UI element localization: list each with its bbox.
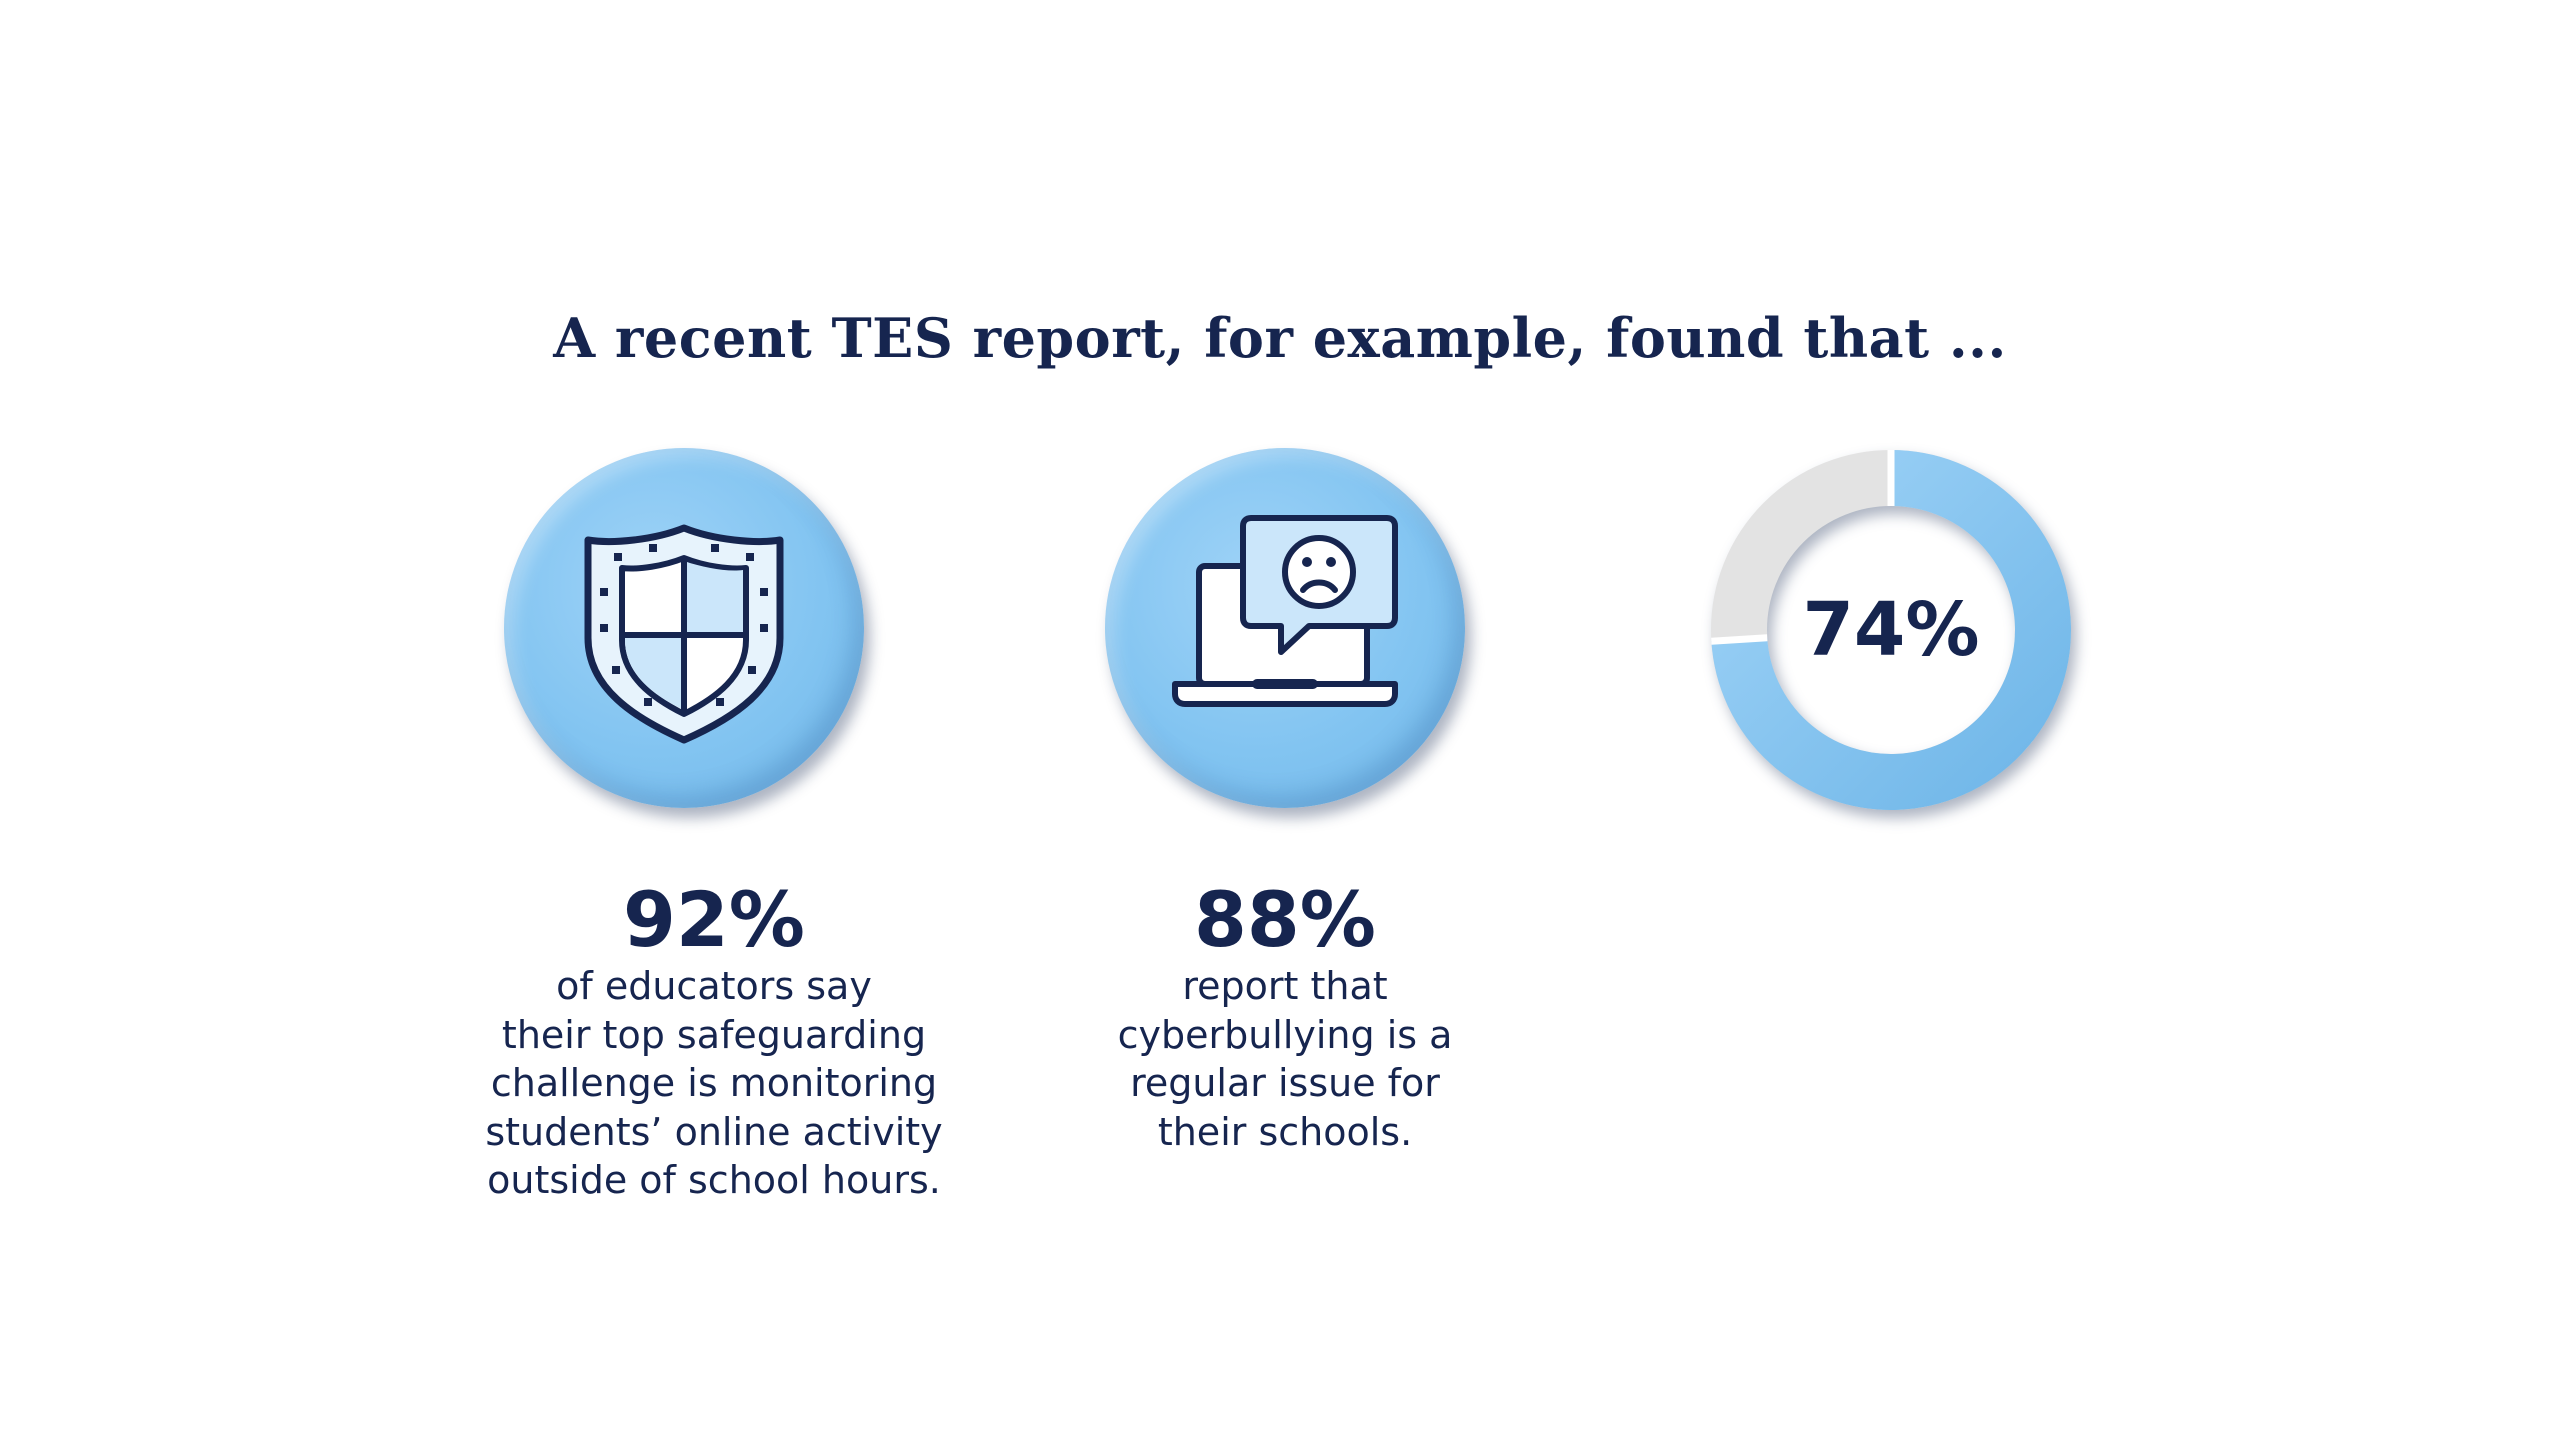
donut-chart: 74% xyxy=(1705,444,2077,816)
donut-svg xyxy=(1711,450,2071,810)
donut-value-arc xyxy=(1711,450,2071,810)
stat-value: 92% xyxy=(623,875,805,964)
stat-description-line: challenge is monitoring xyxy=(490,1061,938,1105)
stat-cyberbullying: 88% report that cyberbullying is a regul… xyxy=(1005,878,1565,1156)
stat-description-line: students’ online activity xyxy=(485,1109,943,1154)
stat-value: 88% xyxy=(1194,875,1376,964)
stat-description-line: report that xyxy=(1182,964,1388,1008)
stat-educators: 92% of educators say their top safeguard… xyxy=(434,878,994,1205)
stat-description-line: of educators say xyxy=(556,964,872,1008)
stat-description-line: their schools. xyxy=(1157,1109,1413,1154)
stat-description-line: cyberbullying is a xyxy=(1117,1012,1453,1057)
donut-divider xyxy=(1711,634,1768,645)
stat-description-line: regular issue for xyxy=(1130,1061,1440,1105)
cyberbullying-medallion xyxy=(1105,448,1465,808)
stat-description-line: outside of school hours. xyxy=(487,1158,941,1202)
laptop-sad-chat-icon xyxy=(1172,515,1398,707)
shield-medallion xyxy=(504,448,864,808)
donut-value-label: 74% xyxy=(1802,587,1980,673)
stat-description-line: their top safeguarding xyxy=(501,1012,927,1057)
shield-icon xyxy=(584,524,784,744)
headline: A recent TES report, for example, found … xyxy=(553,306,2007,370)
